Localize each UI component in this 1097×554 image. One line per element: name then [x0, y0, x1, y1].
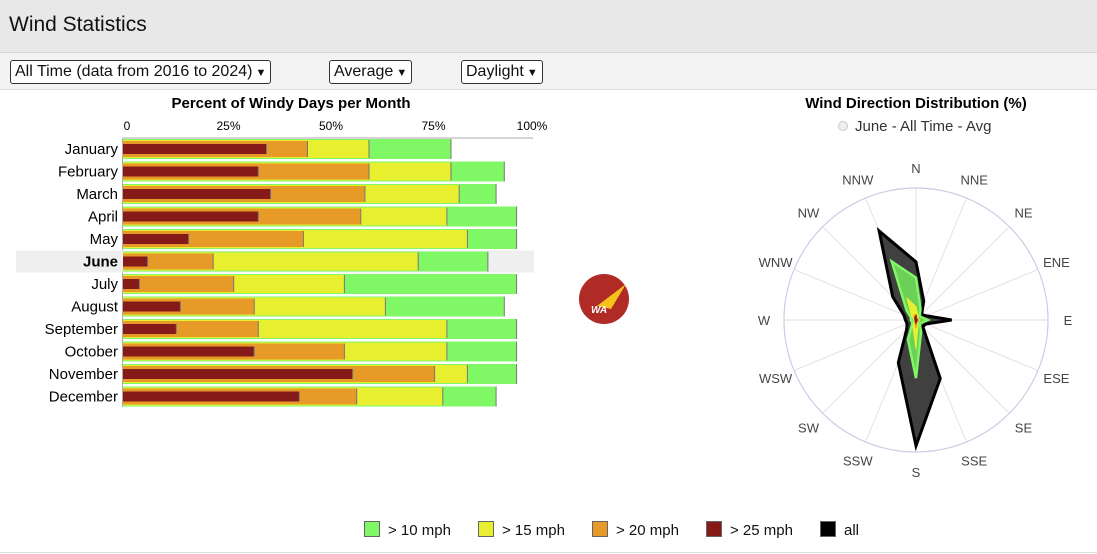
radar-spoke	[793, 319, 917, 371]
direction-label: SE	[1015, 420, 1033, 435]
month-label: November	[49, 366, 118, 383]
legend-label: > 10 mph	[388, 522, 451, 539]
radar-spoke	[915, 319, 1039, 371]
legend-label: > 15 mph	[502, 522, 565, 539]
bar-25mph	[123, 346, 255, 357]
chevron-down-icon: ▼	[526, 67, 538, 79]
wa-logo-arrow-icon	[597, 284, 626, 309]
month-label: January	[65, 141, 119, 158]
month-label: July	[91, 276, 118, 293]
radar-outer-circle	[783, 187, 1049, 453]
bar-25mph	[123, 256, 148, 267]
month-label: May	[90, 231, 119, 248]
month-label: June	[83, 254, 118, 271]
radar-spoke	[915, 319, 1010, 414]
bar-chart-title: Percent of Windy Days per Month	[171, 95, 410, 112]
month-label: December	[49, 389, 118, 406]
bar-20mph	[123, 276, 234, 292]
radar-legend-marker[interactable]	[838, 121, 848, 131]
legend-swatch	[364, 521, 380, 537]
radar-series-25mph	[914, 313, 919, 325]
time-value: Daylight	[466, 63, 524, 80]
month-label: October	[65, 344, 118, 361]
legend-item-all[interactable]: all	[820, 521, 859, 539]
legend-item-gt10[interactable]: > 10 mph	[364, 521, 451, 539]
period-value: All Time (data from 2016 to 2024)	[15, 63, 253, 80]
radar-series-10mph	[889, 258, 932, 379]
x-tick-label: 0	[124, 119, 131, 133]
divider	[0, 552, 1097, 553]
stat-select[interactable]: Average ▼	[329, 60, 413, 84]
x-tick-label: 100%	[517, 119, 548, 133]
header: Wind Statistics	[0, 0, 1097, 53]
bar-25mph	[123, 234, 189, 244]
bar-25mph	[123, 301, 181, 312]
month-label: August	[71, 299, 119, 316]
x-tick-label: 75%	[421, 119, 445, 133]
bar-25mph	[123, 211, 259, 222]
period-select[interactable]: All Time (data from 2016 to 2024) ▼	[10, 60, 272, 84]
radar-spoke	[822, 319, 917, 414]
direction-label: NNE	[960, 173, 988, 188]
bar-25mph	[123, 391, 300, 402]
direction-label: NNW	[842, 173, 874, 188]
wa-logo-text: WA	[591, 305, 607, 316]
direction-label: ESE	[1043, 371, 1069, 386]
direction-label: SSW	[843, 453, 873, 468]
chevron-down-icon: ▼	[396, 67, 408, 79]
legend-item-gt25[interactable]: > 25 mph	[706, 521, 793, 539]
legend-swatch	[820, 521, 836, 537]
month-label: February	[58, 164, 119, 181]
legend-swatch	[706, 521, 722, 537]
direction-label: NE	[1014, 206, 1032, 221]
filter-toolbar: All Time (data from 2016 to 2024) ▼ Avera…	[0, 53, 1097, 90]
direction-label: E	[1064, 313, 1073, 328]
direction-label: SSE	[961, 453, 987, 468]
direction-label: N	[911, 161, 920, 176]
bar-25mph	[123, 144, 267, 154]
page-title: Wind Statistics	[9, 13, 147, 36]
wa-logo: WA	[579, 274, 629, 324]
legend-swatch	[592, 521, 608, 537]
x-tick-label: 50%	[319, 119, 343, 133]
time-select[interactable]: Daylight ▼	[461, 60, 543, 84]
legend-item-gt20[interactable]: > 20 mph	[592, 521, 679, 539]
bar-25mph	[123, 324, 177, 334]
legend: > 10 mph > 15 mph > 20 mph > 25 mph all	[0, 521, 1097, 541]
direction-label: NW	[798, 206, 820, 221]
bar-25mph	[123, 166, 259, 177]
radar-title: Wind Direction Distribution (%)	[805, 95, 1027, 112]
direction-label: ENE	[1043, 255, 1070, 270]
chevron-down-icon: ▼	[255, 67, 267, 79]
radar-legend-label[interactable]: June - All Time - Avg	[855, 118, 991, 135]
month-label: April	[88, 209, 118, 226]
radar-spoke	[915, 269, 1039, 321]
legend-swatch	[478, 521, 494, 537]
x-tick-label: 25%	[216, 119, 240, 133]
bar-25mph	[123, 279, 140, 289]
direction-label: WNW	[759, 255, 794, 270]
legend-label: all	[844, 522, 860, 539]
month-label: September	[45, 321, 118, 338]
radar-spoke	[793, 269, 917, 321]
legend-label: > 20 mph	[616, 522, 679, 539]
direction-label: W	[758, 313, 771, 328]
direction-label: WSW	[759, 371, 793, 386]
stat-value: Average	[334, 63, 394, 80]
radar-spoke	[915, 226, 1010, 321]
radar-series-15mph	[905, 296, 921, 350]
bar-25mph	[123, 369, 353, 379]
direction-label: SW	[798, 420, 820, 435]
direction-label: S	[912, 465, 921, 480]
wa-logo-circle	[579, 274, 629, 324]
legend-label: > 25 mph	[730, 522, 793, 539]
month-label: March	[76, 186, 118, 203]
bar-25mph	[123, 189, 271, 199]
legend-item-gt15[interactable]: > 15 mph	[478, 521, 565, 539]
